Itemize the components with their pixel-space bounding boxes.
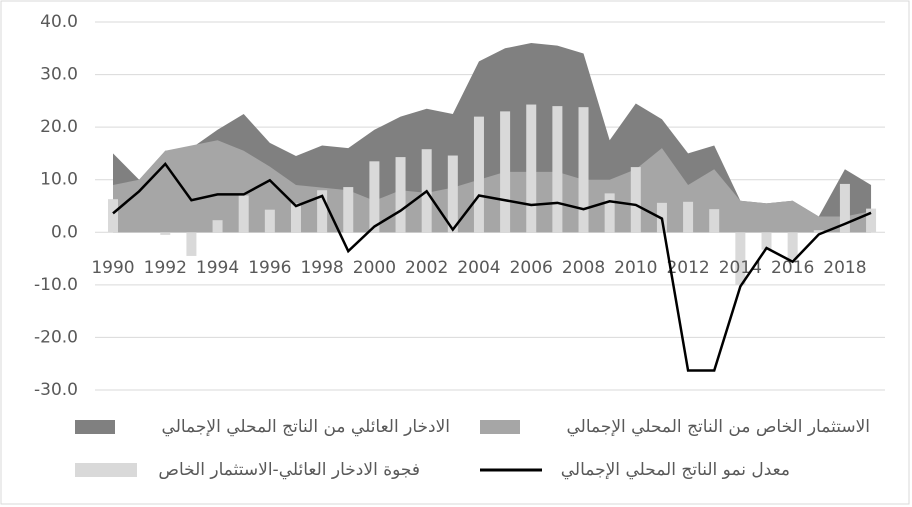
bar xyxy=(761,232,772,250)
x-tick-label: 2014 xyxy=(719,258,762,278)
bar xyxy=(709,209,720,233)
x-tick-label: 2004 xyxy=(457,258,500,278)
legend-label: الادخار العائلي من الناتج المحلي الإجمال… xyxy=(162,417,450,437)
legend-swatch xyxy=(75,420,115,434)
legend-swatch xyxy=(75,463,137,477)
bar xyxy=(447,155,458,233)
bar xyxy=(787,232,798,260)
bar xyxy=(395,157,406,233)
bar xyxy=(526,104,537,233)
legend-swatch xyxy=(480,420,520,434)
x-tick-label: 2010 xyxy=(614,258,657,278)
bar xyxy=(290,203,301,233)
x-tick-label: 1996 xyxy=(248,258,291,278)
bar xyxy=(813,230,824,233)
x-tick-label: 2016 xyxy=(771,258,814,278)
y-tick-label: 10.0 xyxy=(40,170,78,190)
bar xyxy=(160,232,171,235)
line xyxy=(112,161,872,372)
x-tick-label: 1994 xyxy=(196,258,239,278)
x-tick-label: 2008 xyxy=(562,258,605,278)
bar xyxy=(212,220,223,233)
y-tick-label: -30.0 xyxy=(34,380,78,400)
y-tick-label: 0.0 xyxy=(51,222,78,242)
x-tick-label: 2012 xyxy=(666,258,709,278)
legend-label: الاستثمار الخاص من الناتج المحلي الإجمال… xyxy=(566,417,870,437)
x-tick-label: 1990 xyxy=(91,258,134,278)
x-tick-label: 2000 xyxy=(353,258,396,278)
x-tick-label: 2006 xyxy=(510,258,553,278)
bar xyxy=(264,209,275,233)
bar xyxy=(552,106,563,233)
bar xyxy=(839,183,850,233)
x-tick-label: 1992 xyxy=(144,258,187,278)
bar xyxy=(186,232,197,256)
y-tick-label: -20.0 xyxy=(34,327,78,347)
bar xyxy=(238,195,249,233)
y-tick-label: 40.0 xyxy=(40,12,78,32)
bar xyxy=(604,193,615,233)
bar xyxy=(866,208,877,233)
legend-label: معدل نمو الناتج المحلي الإجمالي xyxy=(561,460,790,480)
x-tick-label: 1998 xyxy=(300,258,343,278)
y-tick-label: 30.0 xyxy=(40,65,78,85)
bar xyxy=(500,111,511,233)
x-tick-label: 2002 xyxy=(405,258,448,278)
y-tick-label: 20.0 xyxy=(40,117,78,137)
area xyxy=(113,140,872,233)
legend-label: فجوة الادخار العائلي-الاستثمار الخاص xyxy=(158,460,420,480)
x-tick-label: 2018 xyxy=(823,258,866,278)
bar xyxy=(473,116,484,233)
bar xyxy=(735,232,746,285)
y-tick-label: -10.0 xyxy=(34,275,78,295)
bar xyxy=(108,199,118,233)
bar xyxy=(343,187,354,233)
bar xyxy=(683,201,694,233)
bar xyxy=(630,167,641,233)
bar xyxy=(578,107,589,233)
bar xyxy=(369,161,380,233)
bar xyxy=(317,190,328,233)
